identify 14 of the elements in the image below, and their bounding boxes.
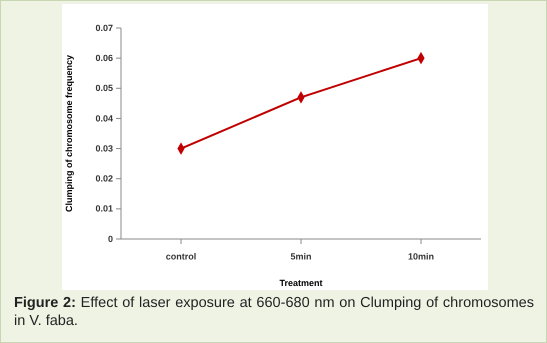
y-tick-label: 0.03 [95,143,113,154]
x-tick-label: 5min [290,252,312,262]
y-tick-label: 0.02 [95,174,113,184]
y-axis-title: Clumping of chromosome frequency [64,54,74,212]
y-tick-label: 0.05 [95,83,113,94]
x-tick-label: control [166,252,196,262]
y-tick-label: 0.07 [95,22,113,33]
y-tick-label: 0.04 [95,113,113,124]
caption: Figure 2: Effect of laser exposure at 660-680 nm on Clumping of chromosomes in V. faba. [14,295,534,329]
x-axis-title: Treatment [279,278,323,288]
y-tick-label: 0.01 [95,204,113,214]
y-tick-label: 0 [108,234,113,244]
x-tick-label: 10min [408,252,434,262]
y-tick-label: 0.06 [95,53,113,64]
